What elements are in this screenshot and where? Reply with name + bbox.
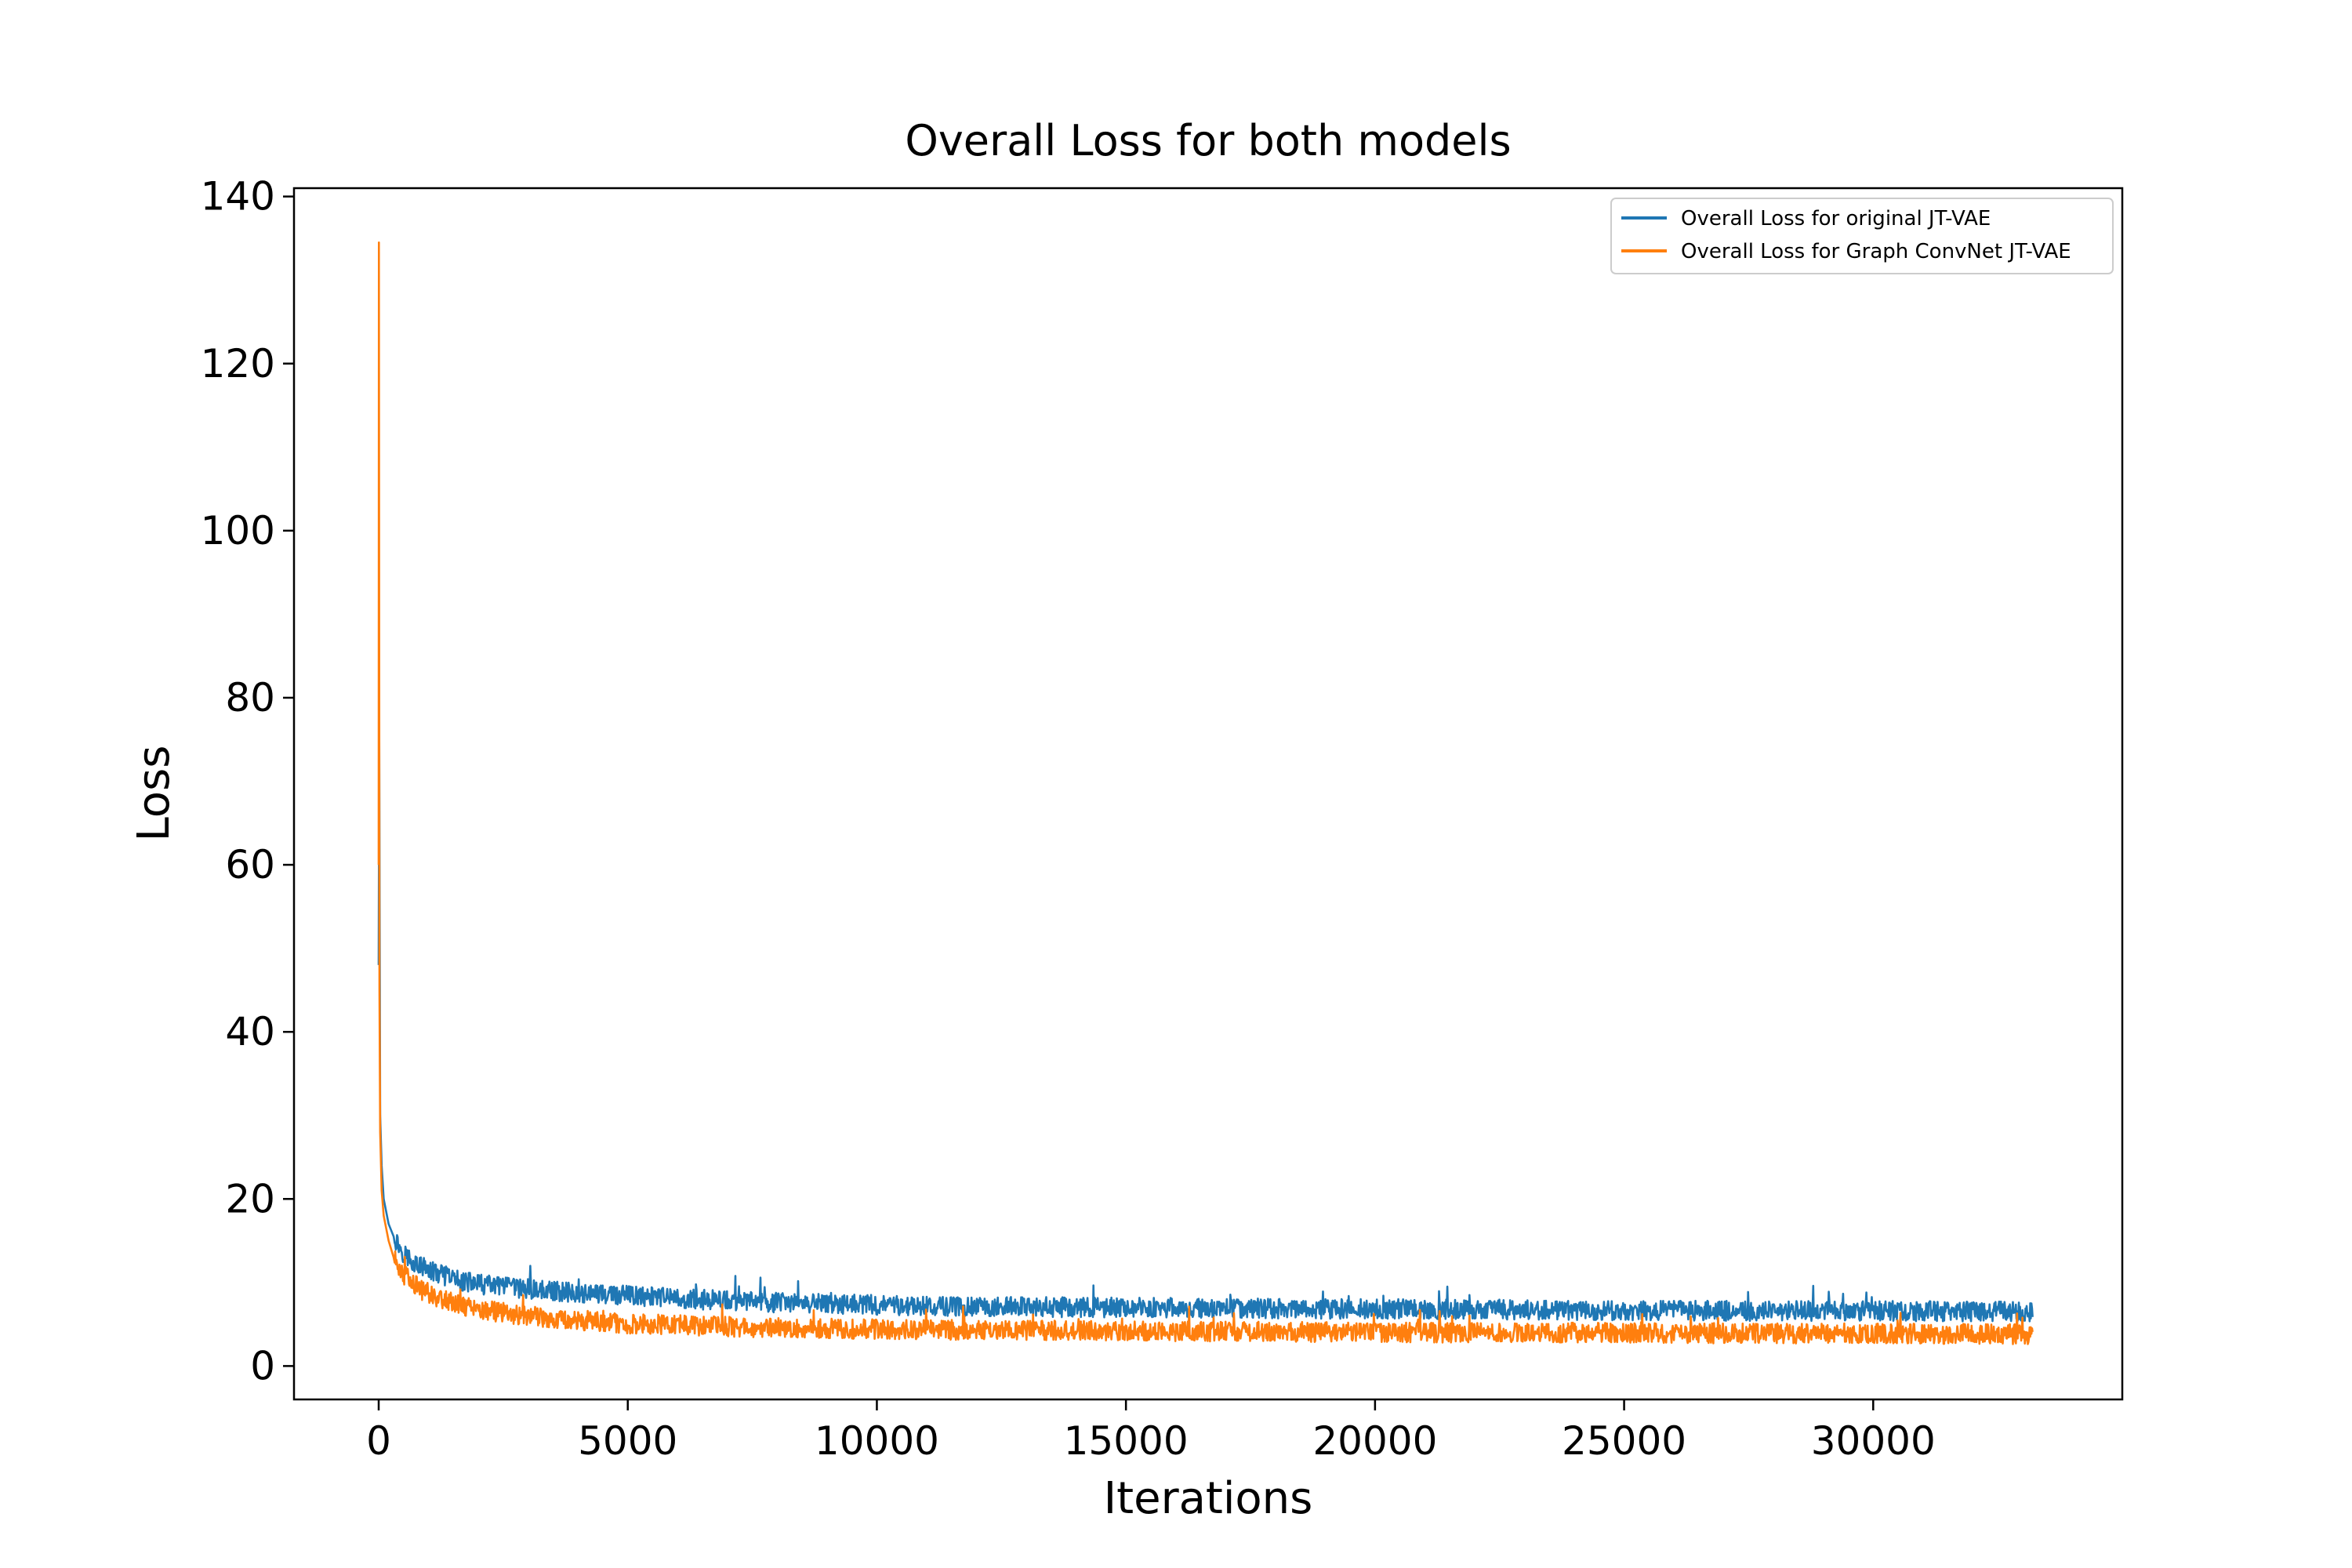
plot-area bbox=[292, 187, 2124, 1401]
y-axis-label: Loss bbox=[129, 746, 180, 842]
x-tick-label: 25000 bbox=[1562, 1418, 1686, 1464]
series-line-graph-convnet bbox=[377, 241, 2034, 1345]
x-axis-label: Iterations bbox=[1104, 1473, 1313, 1524]
legend-label-original: Overall Loss for original JT-VAE bbox=[1681, 207, 1991, 230]
legend: Overall Loss for original JT-VAE Overall… bbox=[1610, 198, 2114, 274]
legend-label-graph-convnet: Overall Loss for Graph ConvNet JT-VAE bbox=[1681, 240, 2071, 263]
y-tick-label: 120 bbox=[201, 341, 275, 387]
x-tick-label: 0 bbox=[366, 1418, 391, 1464]
chart-title: Overall Loss for both models bbox=[905, 116, 1511, 165]
x-axis: 0 5000 10000 15000 20000 25000 30000 bbox=[366, 1399, 1936, 1464]
x-tick-label: 15000 bbox=[1064, 1418, 1189, 1464]
x-tick-label: 5000 bbox=[578, 1418, 677, 1464]
x-tick-label: 30000 bbox=[1811, 1418, 1936, 1464]
series-line-original bbox=[377, 738, 2034, 1323]
y-tick-label: 80 bbox=[225, 675, 275, 720]
y-axis: 0 20 40 60 80 100 120 140 bbox=[201, 174, 294, 1388]
y-tick-label: 60 bbox=[225, 842, 275, 887]
plot-frame bbox=[292, 187, 2124, 1401]
x-tick-label: 20000 bbox=[1312, 1418, 1437, 1464]
y-tick-label: 140 bbox=[201, 174, 275, 220]
series-layer bbox=[377, 241, 2034, 1345]
y-tick-label: 40 bbox=[225, 1009, 275, 1054]
y-tick-label: 0 bbox=[250, 1343, 275, 1388]
x-tick-label: 10000 bbox=[815, 1418, 939, 1464]
legend-box bbox=[1610, 198, 2114, 274]
y-tick-label: 20 bbox=[225, 1176, 275, 1221]
plot-background bbox=[294, 188, 2122, 1399]
y-tick-label: 100 bbox=[201, 508, 275, 554]
